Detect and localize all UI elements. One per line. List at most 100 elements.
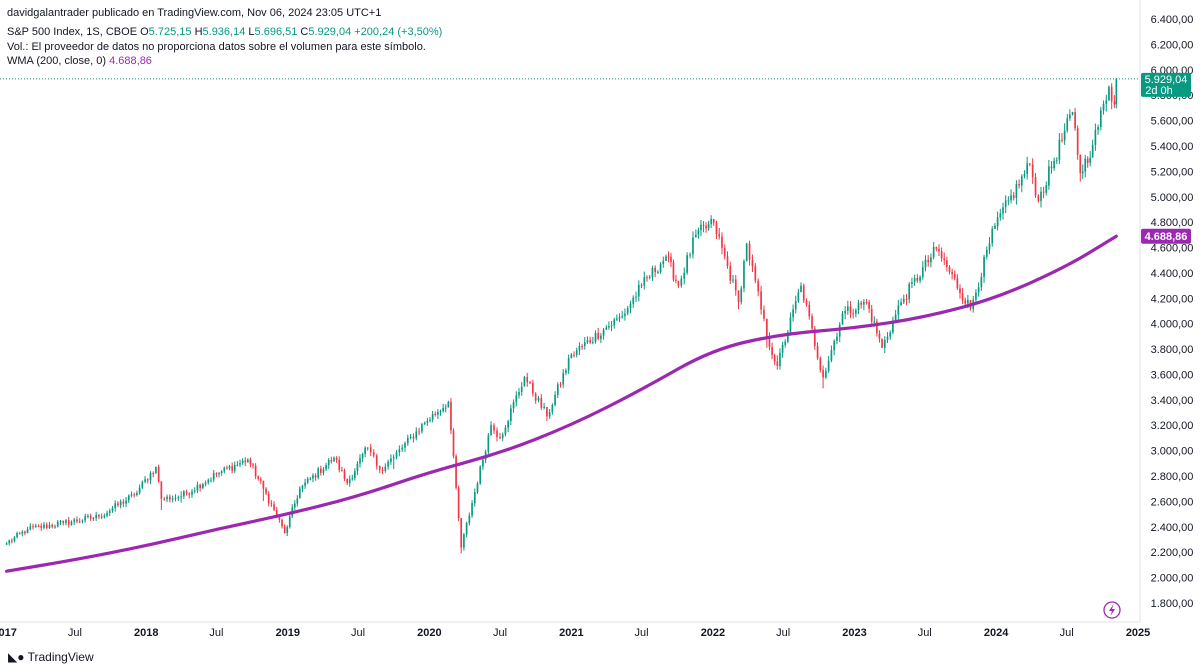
symbol-label[interactable]: S&P 500 Index, 1S, CBOE: [7, 26, 138, 38]
candle-body: [1020, 176, 1023, 186]
candle-body: [429, 419, 431, 421]
candle-body: [490, 425, 492, 436]
candle: [249, 457, 252, 468]
candle-body: [1089, 157, 1092, 163]
candle: [520, 382, 523, 396]
candle-body: [1037, 195, 1040, 201]
candle: [692, 231, 694, 259]
candle: [943, 252, 946, 265]
candle: [1110, 83, 1113, 110]
candle: [404, 441, 406, 452]
candle: [1094, 123, 1097, 151]
candle-body: [868, 302, 870, 309]
candle-body: [518, 391, 520, 396]
candle-body: [247, 459, 249, 463]
candle: [286, 525, 289, 537]
candle: [546, 406, 548, 422]
candle-body: [878, 333, 881, 339]
time-axis[interactable]: 2017 Jul 2018 Jul 2019 Jul 2020 Jul 2021 Jul 2022 J…: [0, 627, 1150, 639]
candle: [257, 475, 260, 481]
candle: [594, 330, 597, 344]
candle: [223, 466, 226, 474]
candle-body: [392, 456, 395, 459]
candle-body: [581, 345, 583, 347]
candle-body: [144, 479, 146, 482]
tradingview-footer: ◣● TradingView: [8, 650, 94, 664]
candle: [646, 275, 648, 282]
candle-body: [51, 524, 54, 527]
candle: [439, 409, 442, 416]
candle-body: [306, 478, 309, 483]
wma-tag-bg: [1141, 228, 1191, 244]
price-tick-label: 2.800,00: [1151, 471, 1194, 483]
candle-body: [259, 478, 262, 481]
lightning-icon[interactable]: [1103, 601, 1121, 619]
candle-body: [605, 327, 608, 330]
candle-body: [559, 384, 562, 386]
tradingview-brand[interactable]: TradingView: [27, 650, 94, 664]
candle: [996, 211, 999, 231]
candle-body: [81, 520, 84, 522]
candle-body: [967, 300, 969, 304]
candle: [507, 419, 509, 433]
tradingview-logo-icon[interactable]: ◣●: [8, 650, 25, 664]
candle: [330, 456, 333, 464]
candle: [366, 447, 369, 451]
candle: [697, 227, 700, 239]
candle: [270, 500, 273, 507]
candle-body: [141, 481, 144, 488]
candle-body: [92, 518, 95, 520]
candle-body: [309, 478, 312, 480]
price-axis[interactable]: 1.800,00 2.000,00 2.200,00 2.400,00 2.600,00…: [1151, 14, 1194, 610]
candle-body: [496, 430, 498, 438]
candle: [863, 299, 865, 311]
candle-body: [988, 243, 991, 250]
candle: [43, 521, 45, 530]
price-tick-label: 3.600,00: [1151, 369, 1194, 381]
candle-body: [372, 452, 375, 456]
candle: [114, 500, 117, 512]
candle-body: [651, 267, 654, 278]
candle-body: [239, 463, 241, 465]
candle-body: [8, 540, 11, 544]
candle-body: [961, 293, 964, 301]
candle: [252, 462, 254, 469]
candle: [537, 395, 540, 403]
candle-body: [602, 329, 605, 336]
candle: [343, 468, 346, 482]
candle: [889, 330, 892, 340]
candle-body: [1048, 166, 1050, 186]
candle-body: [223, 467, 226, 472]
candle-body: [146, 479, 149, 481]
candle: [133, 492, 136, 498]
candle: [406, 434, 409, 446]
candle-body: [286, 527, 289, 534]
time-tick-label: Jul: [918, 627, 932, 639]
publisher-text: davidgalantrader publicado en TradingVie…: [7, 7, 382, 19]
candle: [163, 496, 166, 501]
candle-body: [813, 328, 816, 346]
candle-body: [667, 256, 670, 258]
candle-body: [943, 258, 946, 261]
candle-body: [67, 520, 70, 525]
candle: [983, 254, 985, 283]
candle: [512, 399, 515, 413]
candle: [327, 458, 330, 470]
candle-body: [953, 274, 956, 279]
candle: [913, 274, 916, 286]
wma-label[interactable]: WMA (200, close, 0): [7, 55, 107, 67]
candle: [657, 270, 659, 274]
candle: [468, 512, 471, 526]
candle-body: [207, 479, 210, 483]
ohlc-legend: S&P 500 Index, 1S, CBOE O5.725,15 H5.936…: [7, 25, 442, 39]
candle: [1007, 196, 1010, 206]
candle: [444, 404, 447, 413]
open-value: 5.725,15: [148, 26, 192, 38]
candle-body: [423, 422, 426, 425]
candle: [811, 313, 813, 334]
high-label: H: [194, 26, 203, 38]
candle-body: [1094, 130, 1097, 145]
volume-note[interactable]: Vol.: El proveedor de datos no proporcio…: [7, 41, 426, 53]
candle: [333, 456, 335, 462]
